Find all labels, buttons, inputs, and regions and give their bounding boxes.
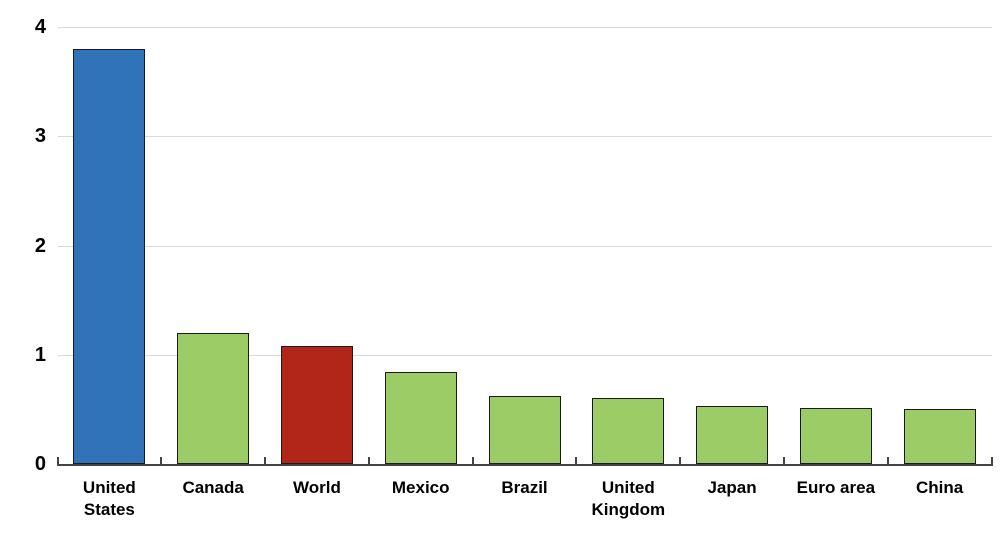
y-tick-label: 3 bbox=[34, 125, 46, 148]
gridline bbox=[57, 27, 992, 28]
gridline bbox=[57, 245, 992, 247]
x-axis-line bbox=[56, 464, 993, 466]
bar-mexico bbox=[384, 372, 457, 464]
y-tick-label: 0 bbox=[34, 453, 46, 475]
x-axis-tick bbox=[367, 457, 370, 464]
x-tick-label: China bbox=[915, 478, 964, 497]
y-tick-label: 2 bbox=[34, 234, 46, 257]
x-axis-tick bbox=[782, 457, 785, 464]
y-tick-label: 4 bbox=[34, 16, 46, 38]
x-axis-tick bbox=[56, 457, 59, 464]
x-axis-tick bbox=[575, 457, 578, 464]
gridline bbox=[57, 354, 992, 356]
y-tick-label: 1 bbox=[34, 343, 46, 366]
x-tick-label: Euro area bbox=[796, 478, 876, 497]
x-axis-tick bbox=[990, 457, 993, 464]
bar-china bbox=[903, 409, 976, 464]
x-tick-label: World bbox=[293, 478, 341, 497]
bar-euro-area bbox=[799, 408, 872, 464]
bar-brazil bbox=[488, 396, 561, 464]
x-tick-label: United Kingdom bbox=[591, 478, 666, 519]
x-tick-label: Japan bbox=[707, 478, 757, 497]
x-tick-label: Canada bbox=[182, 478, 244, 497]
bar-canada bbox=[177, 332, 250, 464]
bar-japan bbox=[696, 406, 769, 464]
x-axis-tick bbox=[679, 457, 682, 464]
x-axis-tick bbox=[264, 457, 267, 464]
x-tick-label: Mexico bbox=[391, 478, 450, 497]
x-axis-tick bbox=[471, 457, 474, 464]
x-axis-tick bbox=[886, 457, 889, 464]
bar-united-states bbox=[73, 48, 146, 464]
bar-world bbox=[280, 346, 353, 464]
x-axis-tick bbox=[160, 457, 163, 464]
x-tick-label: Brazil bbox=[501, 478, 548, 497]
gridline bbox=[57, 136, 992, 138]
x-tick-label: United States bbox=[82, 478, 136, 519]
bar-united-kingdom bbox=[592, 398, 665, 464]
